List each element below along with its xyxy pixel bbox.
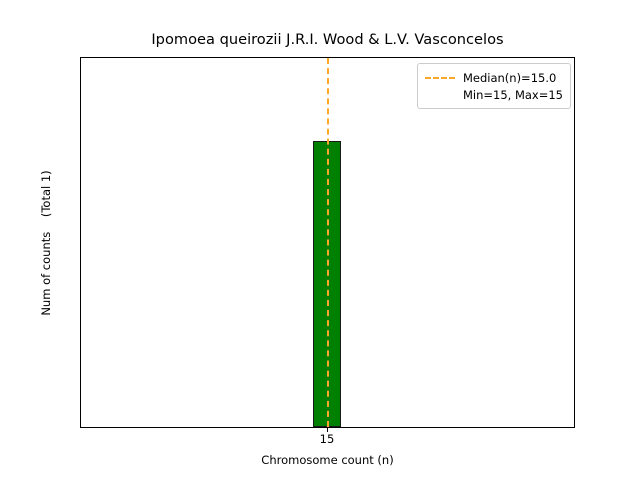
legend-label-median: Median(n)=15.0 <box>462 70 557 85</box>
xtick-mark-15 <box>327 428 328 432</box>
dashed-line-icon <box>424 76 455 79</box>
page-title: Ipomoea queirozii J.R.I. Wood & L.V. Vas… <box>151 31 504 48</box>
y-axis-label: Num of counts (Total 1) <box>39 170 53 316</box>
legend-item-median: Median(n)=15.0 <box>424 69 563 86</box>
legend-item-minmax: Min=15, Max=15 <box>425 86 563 103</box>
legend-label-minmax: Min=15, Max=15 <box>462 87 563 102</box>
x-axis-label: Chromosome count (n) <box>261 453 394 467</box>
legend: Median(n)=15.0 Min=15, Max=15 <box>416 63 571 109</box>
ytick-mark-1 <box>80 143 81 144</box>
plot-area: Median(n)=15.0 Min=15, Max=15 <box>80 57 575 428</box>
xtick-label-15: 15 <box>319 432 335 446</box>
median-line <box>327 58 329 427</box>
